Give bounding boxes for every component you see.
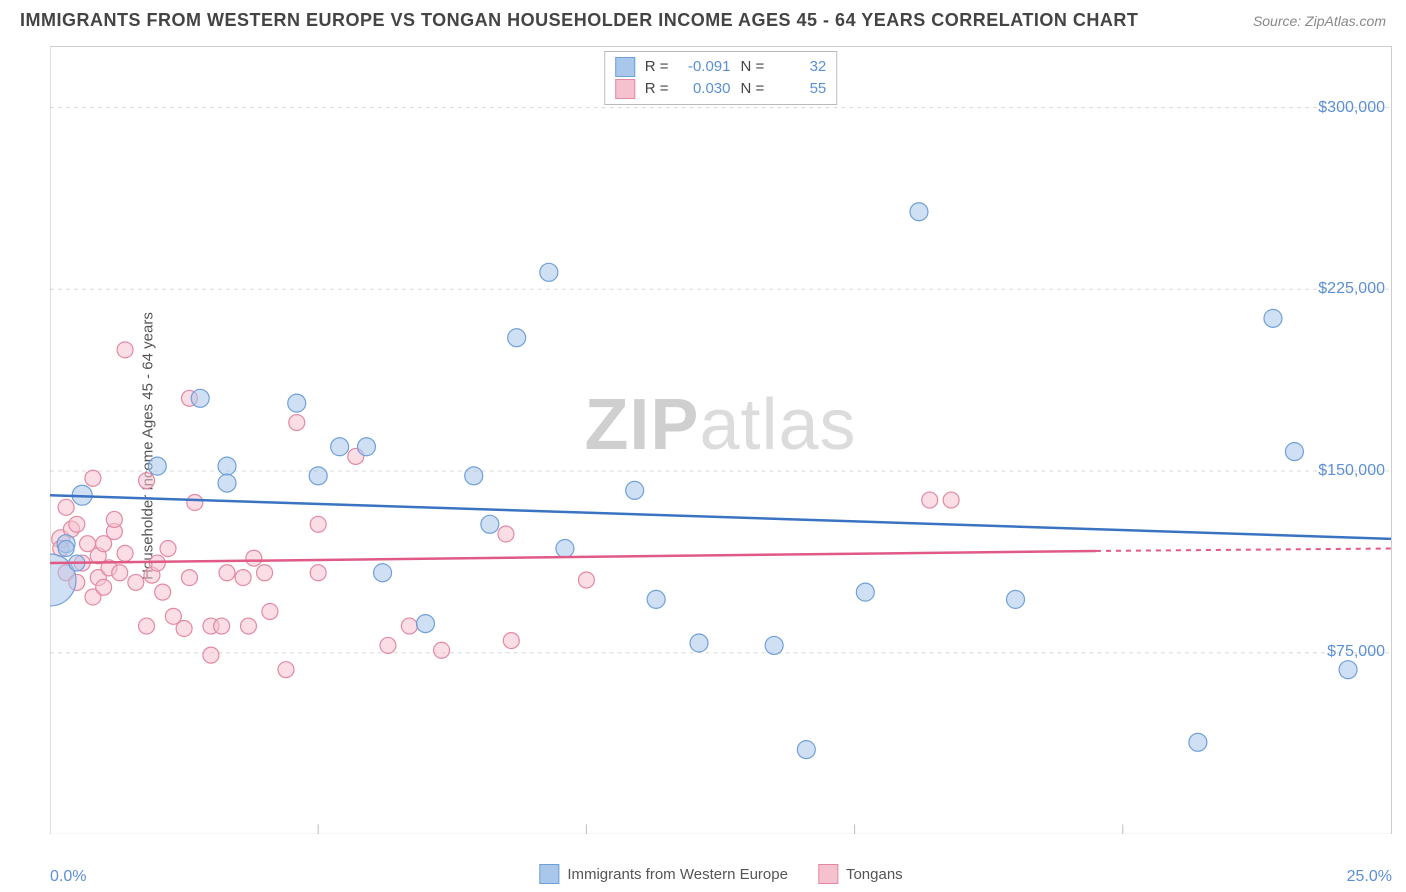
chart-title: IMMIGRANTS FROM WESTERN EUROPE VS TONGAN…: [20, 10, 1138, 31]
y-tick-label: $75,000: [1327, 643, 1385, 661]
x-axis-min: 0.0%: [50, 868, 86, 886]
series-b-name: Tongans: [846, 866, 903, 883]
legend-label-n: N =: [741, 78, 765, 100]
y-tick-label: $225,000: [1318, 280, 1385, 298]
swatch-series-b-icon: [615, 79, 635, 99]
correlation-legend: R = -0.091 N = 32 R = 0.030 N = 55: [604, 51, 838, 105]
series-a-name: Immigrants from Western Europe: [567, 866, 788, 883]
y-tick-label: $300,000: [1318, 99, 1385, 117]
chart-plot-area: ZIPatlas R = -0.091 N = 32 R = 0.030 N =…: [50, 46, 1392, 834]
x-axis-max: 25.0%: [1347, 868, 1392, 886]
scatter-svg: [50, 47, 1391, 834]
legend-n-a: 32: [774, 56, 826, 78]
legend-label-r: R =: [645, 78, 669, 100]
legend-n-b: 55: [774, 78, 826, 100]
series-legend: Immigrants from Western Europe Tongans: [539, 864, 902, 884]
swatch-series-b-icon: [818, 864, 838, 884]
legend-r-a: -0.091: [679, 56, 731, 78]
legend-label-r: R =: [645, 56, 669, 78]
source-label: Source: ZipAtlas.com: [1253, 13, 1386, 29]
legend-r-b: 0.030: [679, 78, 731, 100]
y-tick-label: $150,000: [1318, 462, 1385, 480]
x-axis-bar: 0.0% Immigrants from Western Europe Tong…: [50, 840, 1392, 886]
legend-label-n: N =: [741, 56, 765, 78]
swatch-series-a-icon: [539, 864, 559, 884]
swatch-series-a-icon: [615, 57, 635, 77]
